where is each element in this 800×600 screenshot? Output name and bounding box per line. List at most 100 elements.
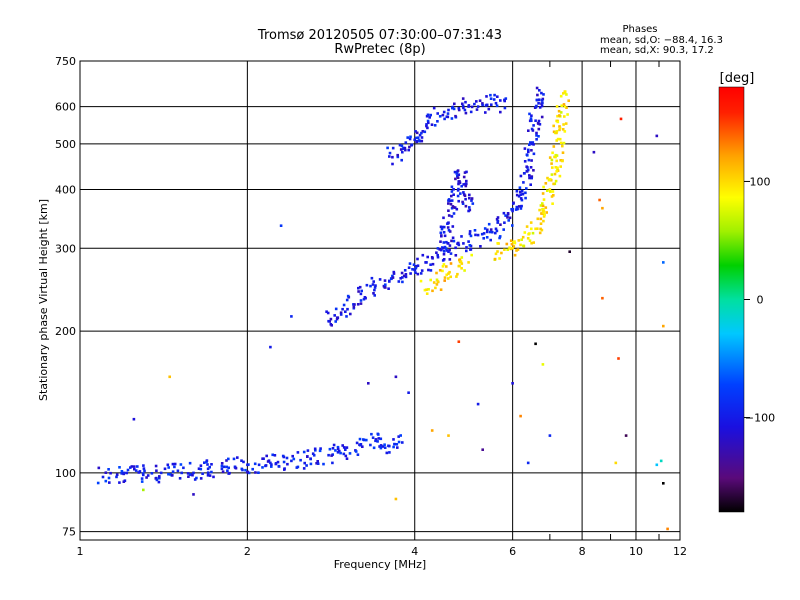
trace-point [419, 272, 423, 275]
trace-point [363, 296, 367, 299]
trace-point [138, 470, 142, 473]
trace-point [494, 231, 497, 235]
trace-point [475, 108, 479, 111]
noise-point [269, 345, 272, 349]
trace-point [388, 451, 391, 454]
trace-point [464, 184, 468, 188]
trace-point [336, 447, 340, 451]
trace-point [142, 467, 146, 470]
trace-point [436, 255, 440, 259]
trace-point [342, 446, 346, 449]
trace-point [446, 226, 450, 229]
trace-point [520, 204, 523, 208]
trace-point [468, 196, 471, 200]
trace-point [489, 228, 493, 231]
noise-point [132, 417, 136, 421]
trace-point [457, 199, 460, 203]
trace-point [120, 470, 124, 473]
trace-point [163, 467, 167, 471]
trace-point [436, 280, 439, 283]
trace-point [270, 463, 273, 466]
trace-point [338, 449, 341, 453]
trace-point [561, 128, 565, 131]
trace-point [173, 465, 176, 469]
trace-point [556, 120, 560, 124]
trace-point [459, 192, 462, 195]
trace-point [309, 462, 313, 466]
trace-point [425, 288, 428, 291]
trace-point [538, 106, 542, 109]
trace-point [357, 286, 360, 290]
trace-point [544, 182, 548, 185]
trace-point [199, 464, 203, 467]
trace-point [462, 183, 465, 186]
trace-point [474, 233, 477, 237]
trace-point [336, 316, 339, 319]
trace-point [476, 105, 480, 108]
trace-point [369, 443, 372, 447]
trace-point [335, 317, 339, 321]
trace-point [225, 459, 228, 462]
trace-point [246, 463, 249, 467]
trace-point [402, 274, 406, 278]
trace-point [513, 241, 517, 245]
trace-point [445, 265, 448, 268]
trace-point [388, 444, 391, 448]
trace-point [197, 467, 201, 470]
trace-point [524, 196, 527, 200]
trace-point [499, 223, 502, 226]
trace-point [206, 463, 209, 466]
trace-point [427, 121, 430, 125]
trace-point [449, 262, 453, 265]
trace-point [273, 454, 277, 457]
trace-point [290, 459, 293, 463]
trace-point [316, 460, 319, 463]
trace-point [515, 249, 518, 252]
trace-point [558, 114, 561, 117]
trace-point [535, 98, 539, 102]
trace-point [330, 454, 333, 457]
trace-point [540, 99, 544, 102]
y-tick-label: 75 [62, 526, 76, 539]
trace-point [467, 105, 470, 108]
trace-point [360, 289, 363, 293]
trace-point [344, 448, 347, 451]
trace-point [450, 117, 454, 120]
trace-point [401, 276, 404, 279]
trace-point [154, 477, 158, 480]
trace-point [511, 224, 514, 227]
trace-point [195, 476, 198, 480]
trace-point [447, 202, 450, 205]
trace-point [296, 451, 300, 454]
trace-point [519, 207, 523, 210]
trace-point [309, 457, 312, 461]
trace-point [253, 462, 257, 466]
trace-point [446, 242, 450, 245]
trace-point [234, 466, 238, 470]
trace-point [188, 473, 192, 477]
data-points [96, 86, 669, 531]
trace-point [158, 476, 161, 480]
trace-point [391, 274, 394, 278]
trace-point [460, 262, 464, 265]
trace-point [107, 468, 110, 471]
trace-point [498, 257, 501, 260]
trace-point [436, 247, 440, 250]
trace-point [458, 180, 461, 183]
trace-point [443, 117, 446, 121]
trace-point [281, 454, 285, 458]
trace-point [462, 242, 465, 245]
trace-point [448, 270, 451, 274]
trace-point [328, 447, 332, 451]
plot-frame [79, 60, 681, 541]
trace-point [495, 104, 499, 108]
trace-point [465, 246, 468, 249]
trace-point [519, 193, 522, 196]
trace-point [554, 153, 558, 157]
trace-point [125, 471, 128, 475]
trace-point [457, 107, 461, 110]
trace-point [428, 116, 431, 119]
trace-point [558, 128, 561, 132]
noise-point [290, 315, 293, 318]
